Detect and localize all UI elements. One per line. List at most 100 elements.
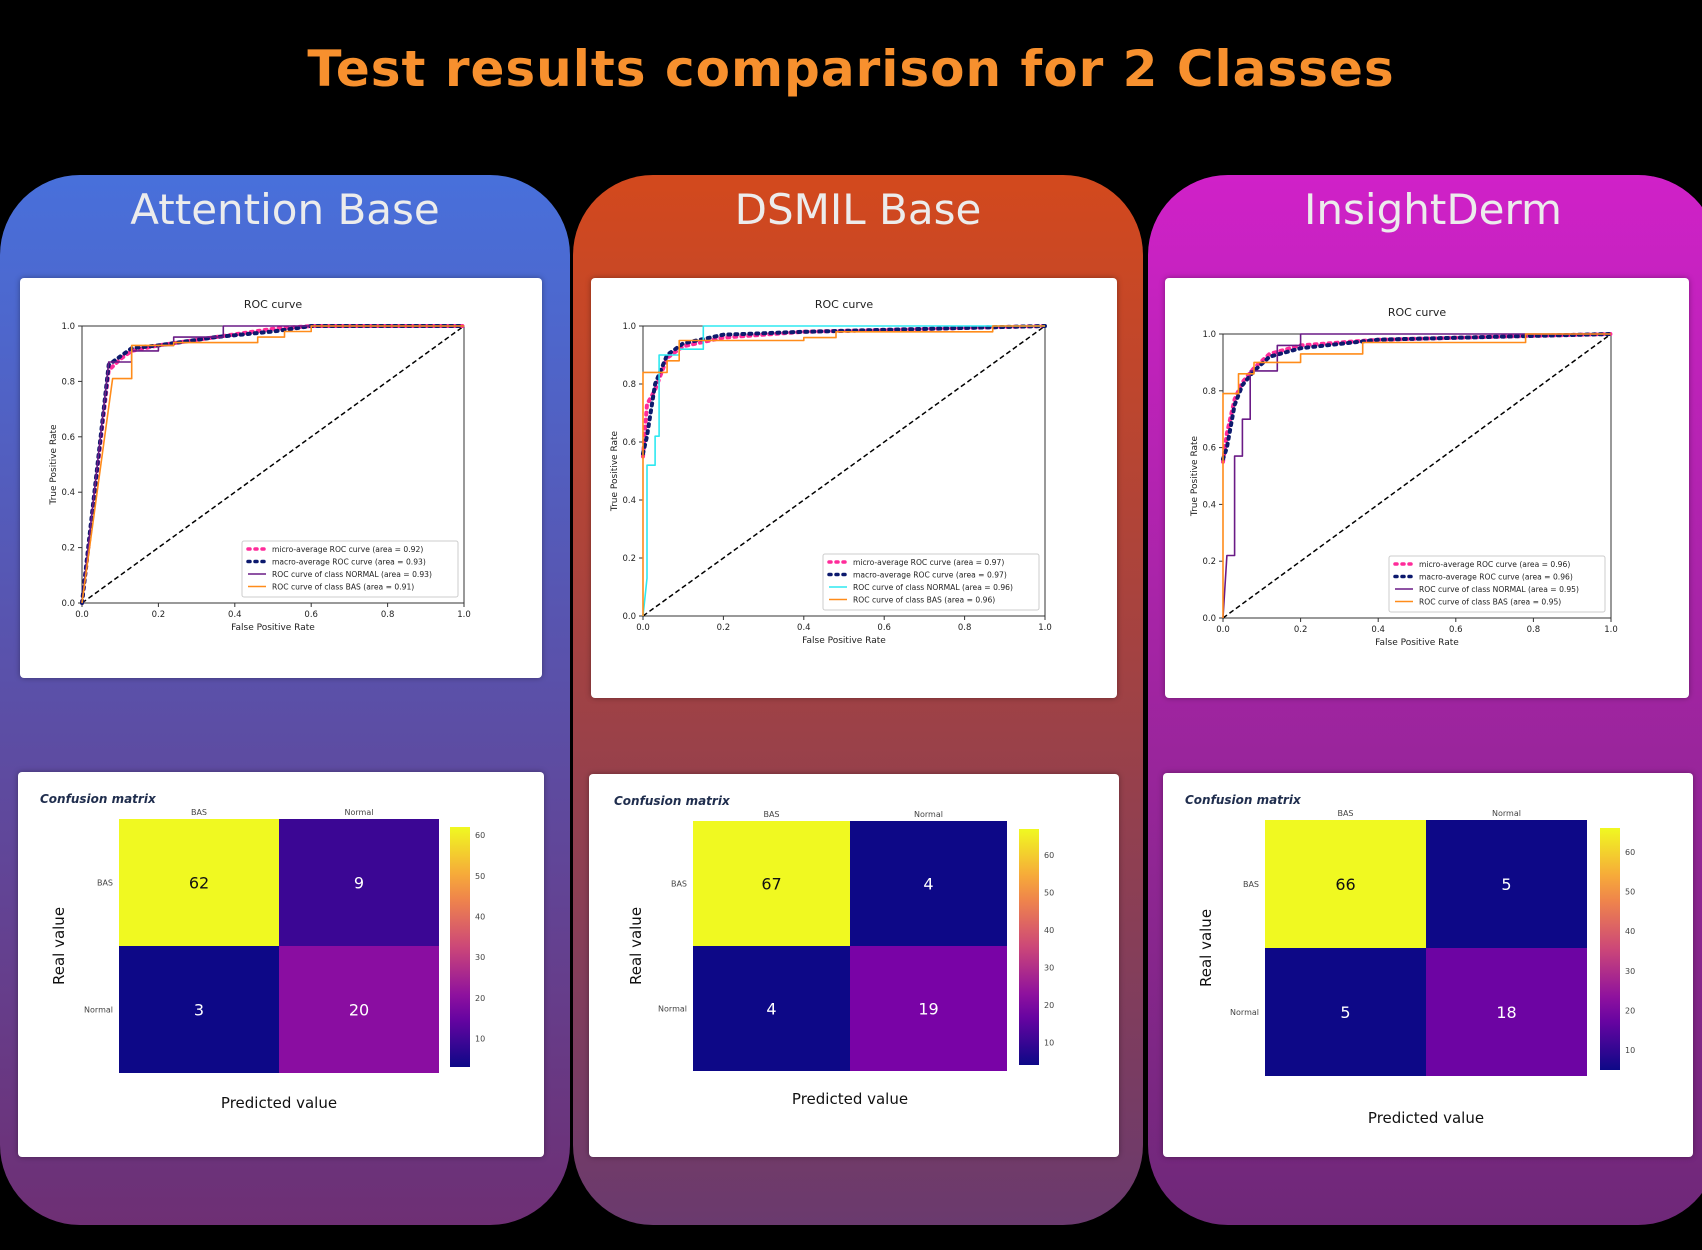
legend-entry: macro-average ROC curve (area = 0.97) (853, 571, 1007, 580)
normal-class-line (1222, 333, 1611, 619)
cm-column-label: BAS (191, 808, 207, 817)
cm-cell (1426, 820, 1587, 948)
roc-card: ROC curve 0.0 0.0 0.2 0.2 0.4 0.4 0.6 0.6 0.8 0.8 1… (1165, 278, 1689, 698)
y-axis-label: True Positive Rate (1190, 435, 1200, 517)
colorbar-tick-label: 50 (1625, 887, 1635, 896)
x-axis-label: False Positive Rate (802, 636, 886, 646)
legend-entry: ROC curve of class BAS (area = 0.95) (1419, 598, 1561, 607)
cm-cell (279, 946, 439, 1073)
panel-attention-base: Attention Base ROC curve 0.0 0.0 0.2 0.2 0.4 0… (0, 175, 570, 1225)
x-tick-label: 0.4 (228, 610, 242, 620)
x-tick-label: 0.6 (304, 610, 318, 620)
legend-box (822, 553, 1040, 611)
y-axis-label: True Positive Rate (610, 430, 620, 512)
x-tick-label: 0.2 (152, 610, 166, 620)
roc-chart: ROC curve 0.00.0 0.2 0.2 0.4 0.4 0.6 0.6 0.8 0.8 1… (610, 298, 1052, 646)
legend-entry: ROC curve of class NORMAL (area = 0.93) (272, 570, 432, 579)
cm-cell (279, 819, 439, 946)
y-tick-label: 1.0 (622, 322, 636, 332)
cm-card: Confusion matrix BAS BAS Normal Normal 67 4 4 19… (589, 774, 1119, 1157)
confusion-matrix: Confusion matrix BAS BAS Normal Normal 67 4 4 19… (614, 794, 1054, 1108)
cm-card: Confusion matrix BAS BAS Normal Normal 66 5 5 18… (1163, 773, 1693, 1157)
cm-cell-value: 3 (194, 1001, 204, 1020)
cm-cell-value: 5 (1340, 1003, 1350, 1022)
x-tick-label: 0.6 (1449, 625, 1463, 635)
panel-title: DSMIL Base (734, 185, 982, 234)
bas-class-line (642, 325, 1045, 616)
x-axis-label: False Positive Rate (1375, 638, 1459, 648)
y-tick-label: 0.0 (1202, 614, 1216, 624)
y-axis-label: True Positive Rate (49, 424, 59, 506)
cm-cell (693, 946, 850, 1071)
legend-entry: ROC curve of class BAS (area = 0.96) (853, 596, 995, 605)
cm-cell-value: 4 (923, 875, 933, 894)
cm-column-label: Normal (345, 808, 374, 817)
legend-box (1388, 555, 1606, 613)
colorbar-tick-label: 50 (1044, 889, 1054, 898)
cm-cell-value: 4 (766, 1000, 776, 1019)
chance-line (642, 325, 1046, 617)
legend-entry: ROC curve of class BAS (area = 0.91) (272, 583, 414, 592)
legend-entry: ROC curve of class NORMAL (area = 0.95) (1419, 585, 1579, 594)
cm-x-axis-label: Predicted value (792, 1090, 908, 1108)
x-tick-label: 0.0 (75, 610, 89, 620)
x-tick-label: 0.8 (1527, 625, 1541, 635)
y-tick-label: 0.4 (61, 488, 75, 498)
legend-entry: micro-average ROC curve (area = 0.96) (1419, 560, 1570, 569)
colorbar-tick-label: 20 (475, 994, 485, 1003)
cm-y-axis-label: Real value (50, 907, 68, 985)
x-tick-label: 0.0 (636, 623, 650, 633)
chance-line (1222, 333, 1612, 619)
cm-title: Confusion matrix (1185, 793, 1302, 807)
cm-cell (693, 821, 850, 946)
colorbar-tick-label: 60 (1044, 851, 1054, 860)
x-tick-label: 0.8 (958, 623, 972, 633)
colorbar-tick-label: 40 (475, 912, 485, 921)
colorbar-tick-label: 20 (1044, 1001, 1054, 1010)
colorbar (450, 827, 470, 1067)
y-tick-label: 0.2 (61, 544, 75, 554)
confusion-matrix: Confusion matrix BAS BAS Normal Normal 62 9 3 20… (40, 792, 485, 1112)
colorbar-tick-label: 60 (475, 831, 485, 840)
cm-row-label: Normal (1230, 1008, 1259, 1017)
y-tick-label: 0.2 (622, 554, 636, 564)
y-tick-label: 0.0 (61, 599, 75, 609)
cm-cell (1265, 820, 1426, 948)
cm-title: Confusion matrix (40, 792, 157, 806)
legend-entry: macro-average ROC curve (area = 0.93) (272, 558, 426, 567)
cm-cell (1426, 948, 1587, 1076)
colorbar-tick-label: 40 (1044, 926, 1054, 935)
cm-row-label: BAS (1243, 880, 1259, 889)
legend-entry: ROC curve of class NORMAL (area = 0.96) (853, 583, 1013, 592)
micro-average-line (1221, 332, 1613, 464)
x-axis-label: False Positive Rate (231, 623, 315, 633)
colorbar-tick-label: 40 (1625, 927, 1635, 936)
macro-average-line (1221, 332, 1613, 461)
y-tick-label: 0.0 (622, 612, 636, 622)
bas-class-line (1222, 333, 1611, 618)
colorbar (1600, 828, 1620, 1070)
legend-box (241, 540, 459, 598)
cm-x-axis-label: Predicted value (1368, 1109, 1484, 1127)
colorbar-tick-label: 20 (1625, 1006, 1635, 1015)
cm-cell (1265, 948, 1426, 1076)
y-tick-label: 0.2 (1202, 557, 1216, 567)
x-tick-label: 0.6 (877, 623, 891, 633)
cm-column-label: Normal (1492, 809, 1521, 818)
colorbar-tick-label: 10 (1044, 1039, 1054, 1048)
y-tick-label: 1.0 (61, 322, 75, 332)
legend-entry: micro-average ROC curve (area = 0.92) (272, 545, 423, 554)
x-tick-label: 1.0 (1038, 623, 1052, 633)
colorbar (1019, 829, 1039, 1065)
y-tick-label: 0.6 (622, 438, 636, 448)
roc-title: ROC curve (244, 298, 303, 311)
x-tick-label: 0.4 (1371, 625, 1385, 635)
colorbar-tick-label: 60 (1625, 848, 1635, 857)
colorbar-tick-label: 10 (1625, 1046, 1635, 1055)
y-tick-label: 0.8 (1202, 387, 1216, 397)
roc-chart: ROC curve 0.00.0 0.2 0.2 0.4 0.4 0.6 0.6 0.8 0.8 1… (49, 298, 471, 633)
cm-cell-value: 18 (1496, 1003, 1516, 1022)
cm-cell-value: 67 (761, 875, 781, 894)
cm-cell-value: 20 (349, 1001, 369, 1020)
macro-average-line (641, 324, 1047, 456)
